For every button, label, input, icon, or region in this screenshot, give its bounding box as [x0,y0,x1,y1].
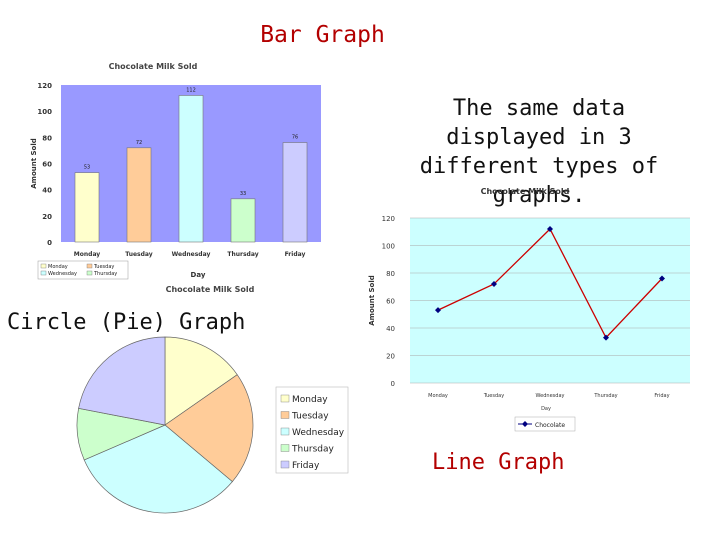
pie-slice-friday [78,336,166,426]
bar-legend-label: Tuesday [93,264,114,270]
pie-legend-label: Thursday [291,445,335,455]
bar-y-tick-label: 80 [42,134,52,142]
pie-legend-swatch-wednesday [280,427,290,436]
bar-y-tick-label: 100 [37,108,52,116]
bar-y-tick-label: 120 [37,82,52,90]
bar-legend [37,260,129,280]
line-point [491,281,497,287]
bar-wednesday [178,95,204,243]
slide-title: Bar Graph [260,22,385,48]
bar-legend-swatch-wednesday [40,270,47,276]
bar-chart-title: Chocolate Milk Sold [109,62,198,71]
bar-tuesday [126,147,152,243]
bar-x-tick-label: Tuesday [125,251,153,258]
line-legend [514,416,576,432]
pie-legend-label: Wednesday [292,428,345,438]
bar-data-label: 76 [292,135,298,141]
line-y-tick-label: 40 [386,325,395,333]
line-x-axis-label: Day [541,406,551,412]
line-x-tick-label: Friday [654,393,669,399]
bar-chart: Chocolate Milk Sold 0 20 40 60 80 100 120 53 Mond… [30,62,321,294]
pie-legend-label: Tuesday [291,412,329,422]
bar-x-tick-label: Wednesday [172,251,211,258]
line-point [603,334,609,341]
description-text: The same data displayed in 3 different t… [419,96,659,208]
bar-data-label: 33 [240,191,246,197]
bar-data-label: 72 [136,140,142,146]
pie-chart: Monday Tuesday Wednesday Thursday Friday [76,336,349,514]
bar-legend-swatch-thursday [86,270,93,276]
line-x-tick-label: Thursday [593,393,617,399]
bar-data-label: 112 [186,87,196,93]
pie-legend-label: Friday [292,461,320,471]
bar-y-tick-label: 60 [42,161,52,169]
pie-legend-swatch-tuesday [280,411,290,419]
pie-slice-monday [164,336,238,426]
line-x-tick-label: Monday [428,393,448,399]
line-y-tick-label: 60 [386,298,395,306]
pie-legend-label: Monday [292,395,328,405]
line-x-tick-label: Tuesday [483,393,504,399]
line-legend-label: Chocolate [535,422,565,429]
line-y-tick-label: 100 [382,243,395,251]
line-chart-title: Chocolate Milk Sold [481,187,570,196]
line-chart: Chocolate Milk Sold 0 20 40 60 80 100 120 Monday… [368,187,690,432]
bar-y-tick-label: 20 [42,213,52,221]
bar-friday [282,142,308,243]
bar-x-tick-label: Friday [285,251,306,258]
bar-monday [74,172,100,243]
pie-graph-heading: Circle (Pie) Graph [7,310,246,335]
bar-x-tick-label: Monday [74,251,101,258]
pie-slice-tuesday [164,374,254,483]
line-point [435,307,441,314]
bar-legend-swatch-tuesday [86,263,93,269]
line-y-tick-label: 80 [386,270,395,278]
bar-legend-label: Wednesday [48,271,77,277]
bar-y-tick-label: 0 [47,239,52,247]
pie-slice-wednesday [83,424,233,514]
bar-x-axis-label: Day [191,271,206,279]
pie-legend-swatch-thursday [280,444,290,452]
bar-thursday [230,198,256,243]
pie-legend-swatch-monday [280,394,290,403]
line-y-tick-label: 20 [386,353,395,361]
bar-legend-label: Thursday [93,271,117,277]
bar-data-label: 53 [84,165,90,171]
pie-legend-swatch-friday [280,460,290,469]
line-legend-marker [522,421,528,427]
bar-y-axis-label: Amount Sold [30,138,38,189]
bar-y-tick-label: 40 [42,187,52,195]
bar-legend-swatch-monday [40,263,47,269]
line-y-axis-label: Amount Sold [368,275,376,326]
line-x-tick-label: Wednesday [536,393,565,399]
bar-legend-label: Monday [48,264,68,270]
bar-bottom-title: Chocolate Milk Sold [166,285,255,294]
line-point [547,226,553,232]
bar-x-tick-label: Thursday [227,251,258,258]
line-y-tick-label: 120 [382,215,395,223]
line-graph-heading: Line Graph [432,450,565,475]
line-point [659,275,665,282]
line-y-tick-label: 0 [391,380,395,388]
